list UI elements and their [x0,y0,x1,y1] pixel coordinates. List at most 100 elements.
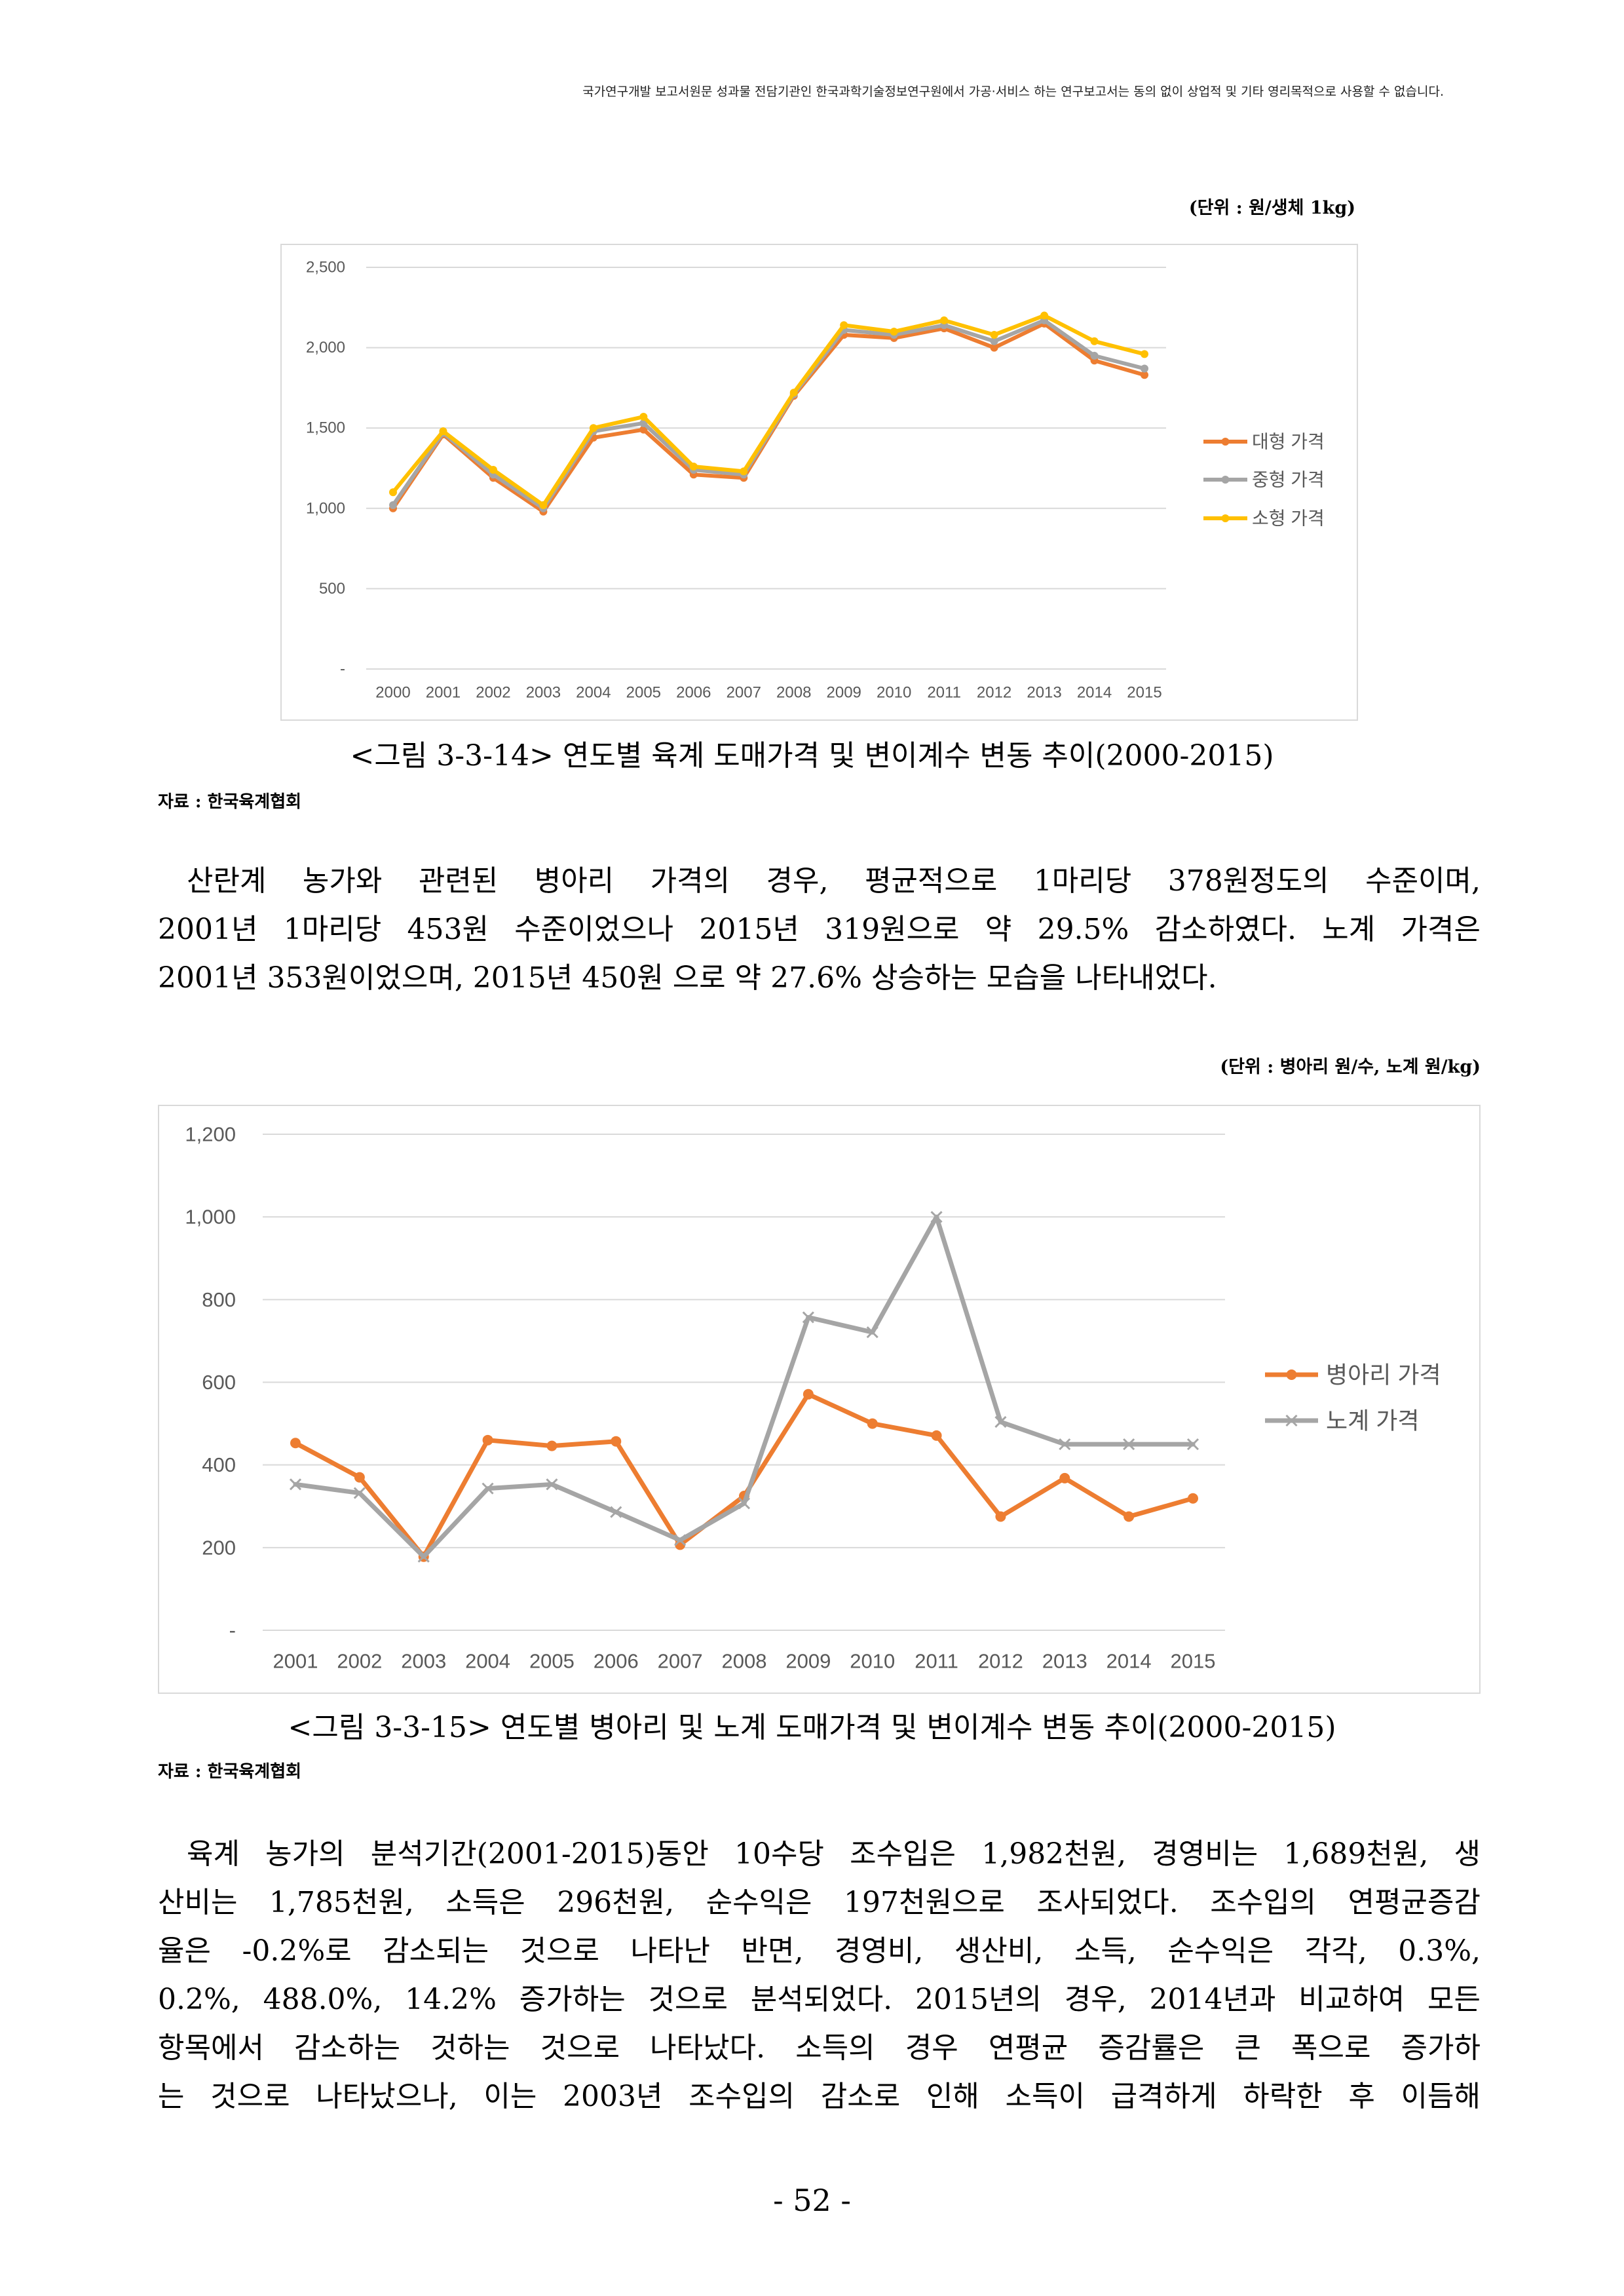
legend-label: 대형 가격 [1252,432,1325,452]
x-marker-stroke [738,1497,751,1510]
x-tick-label: 2010 [877,684,911,702]
y-tick-label: 2,000 [306,339,345,356]
data-point [482,1434,493,1445]
data-point [990,343,998,352]
body-paragraph: 산란계 농가와 관련된 병아리 가격의 경우, 평균적으로 1마리당 378원정… [158,857,1481,1003]
paragraph-line: 2001년 1마리당 453원 수준이었으나 2015년 319원으로 약 29… [158,913,1481,946]
x-tick-label: 2001 [273,1650,318,1673]
y-tick-label: 2,500 [306,259,345,277]
y-tick-label: 1,500 [306,419,345,437]
y-tick-label: 1,200 [185,1123,236,1146]
data-point-x [738,1497,751,1510]
y-tick-label: 400 [202,1453,236,1476]
data-point-x [417,1550,430,1563]
y-tick-label: 500 [319,580,345,598]
data-point-x [930,1211,943,1223]
data-point [1124,1511,1135,1522]
data-point [354,1472,365,1483]
x-marker-stroke [802,1311,814,1324]
data-point-x [1186,1438,1199,1451]
data-point [840,321,848,330]
x-marker-stroke [1123,1438,1135,1451]
x-tick-label: 2005 [529,1650,575,1673]
data-point [639,413,648,421]
x-marker-stroke [930,1211,943,1223]
legend-marker [1221,438,1230,446]
body-paragraph: 육계 농가의 분석기간(2001-2015)동안 10수당 조수입은 1,982… [158,1830,1481,2121]
y-tick-label: - [229,1619,236,1642]
x-tick-label: 2006 [676,684,711,702]
paragraph-line: 산비는 1,785천원, 소득은 296천원, 순수익은 197천원으로 조사되… [158,1886,1481,1919]
x-tick-label: 2012 [978,1650,1023,1673]
x-tick-label: 2009 [785,1650,831,1673]
data-point-x [289,1478,302,1491]
x-marker-stroke [546,1478,558,1491]
x-marker-stroke [674,1534,687,1546]
x-marker-stroke [1285,1414,1298,1427]
x-tick-label: 2002 [337,1650,382,1673]
x-tick-label: 2011 [915,1650,958,1673]
data-point [389,488,397,497]
x-tick-label: 2015 [1171,1650,1216,1673]
x-tick-label: 2003 [526,684,561,702]
chart-border [280,244,1358,721]
data-point-x [1059,1438,1071,1451]
data-point-x [1123,1438,1135,1451]
data-point [931,1430,942,1441]
data-point [803,1388,814,1400]
x-tick-label: 2001 [426,684,461,702]
x-tick-label: 2014 [1077,684,1112,702]
legend-item: 병아리 가격 [1265,1362,1441,1388]
x-tick-label: 2005 [626,684,661,702]
legend-item: 중형 가격 [1203,470,1325,490]
paragraph-line: 항목에서 감소하는 것하는 것으로 나타났다. 소득의 경우 연평균 증감률은 … [158,2031,1481,2065]
x-tick-label: 2007 [658,1650,703,1673]
x-marker-stroke [1186,1438,1199,1451]
x-tick-label: 2000 [375,684,410,702]
series-1 [289,1211,1199,1563]
x-tick-label: 2004 [576,684,611,702]
legend-label: 병아리 가격 [1326,1362,1441,1388]
legend-label: 노계 가격 [1326,1407,1419,1434]
x-marker-stroke [289,1478,302,1491]
x-marker-stroke [353,1487,366,1499]
data-point [439,427,447,436]
figure-unit-label: (단위 : 원/생체 1kg) [1188,198,1355,218]
x-tick-label: 2004 [465,1650,510,1673]
y-tick-label: 1,000 [185,1206,236,1229]
x-marker-stroke [1059,1438,1071,1451]
x-marker-stroke [482,1482,494,1495]
data-point [589,424,597,432]
data-point [489,465,497,474]
paragraph-line: 2001년 353원이었으며, 2015년 450원 으로 약 27.6% 상승… [158,961,1217,995]
copyright-notice: 국가연구개발 보고서원문 성과물 전담기관인 한국과학기술정보연구원에서 가공·… [582,85,1444,99]
x-tick-label: 2013 [1042,1650,1087,1673]
y-tick-label: 800 [202,1288,236,1311]
figure-caption: <그림 3-3-15> 연도별 병아리 및 노계 도매가격 및 변이계수 변동 … [288,1711,1336,1744]
figure-caption: <그림 3-3-14> 연도별 육계 도매가격 및 변이계수 변동 추이(200… [350,739,1274,773]
legend-label: 중형 가격 [1252,470,1325,490]
x-tick-label: 2010 [850,1650,895,1673]
data-point-x [994,1415,1007,1428]
paragraph-line: 0.2%, 488.0%, 14.2% 증가하는 것으로 분석되었다. 2015… [158,1983,1481,2016]
data-point [940,316,949,324]
paragraph-line: 율은 -0.2%로 감소되는 것으로 나타난 반면, 경영비, 생산비, 소득,… [158,1934,1481,1968]
x-tick-label: 2011 [927,684,961,702]
chart-frame: 1,200 1,000 800 600 400 200 - 2001 2002 2003 2004 2… [158,1105,1481,1694]
legend-marker [1221,476,1230,484]
figure-source: 자료 : 한국육계협회 [158,1762,302,1782]
y-tick-label: 600 [202,1371,236,1394]
data-point [1090,351,1099,360]
data-point [539,501,548,509]
x-marker-stroke [866,1326,878,1339]
data-point-x [546,1478,558,1491]
page-number: - 52 - [773,2183,851,2218]
data-point [1141,350,1148,358]
x-tick-label: 2003 [401,1650,446,1673]
paragraph-line: 는 것으로 나타났으나, 이는 2003년 조수입의 감소로 인해 소득이 급격… [158,2080,1481,2113]
legend-item: 소형 가격 [1203,508,1325,529]
data-point [995,1511,1006,1522]
x-marker-stroke [994,1415,1007,1428]
x-tick-label: 2006 [594,1650,639,1673]
legend-marker [1286,1369,1297,1380]
